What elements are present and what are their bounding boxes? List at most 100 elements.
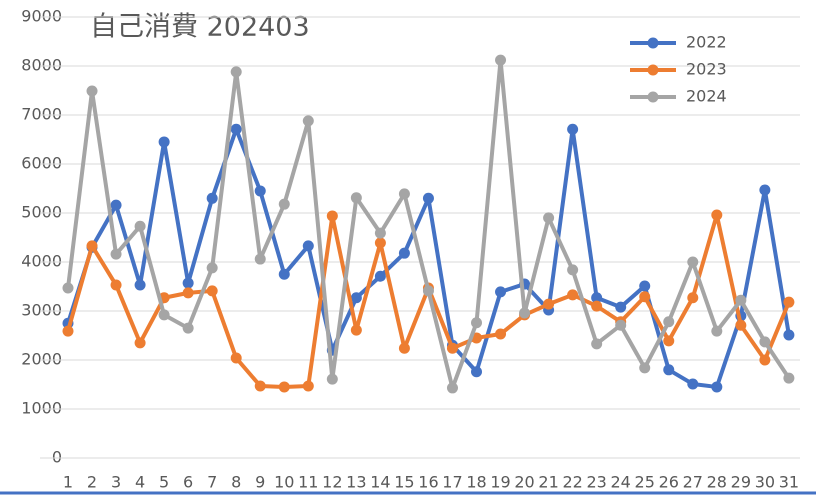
point xyxy=(374,270,386,282)
point xyxy=(134,279,146,291)
point xyxy=(230,123,242,135)
point xyxy=(615,301,627,313)
y-tick-label: 6000 xyxy=(21,154,62,173)
x-tick-label: 2 xyxy=(87,473,97,492)
x-tick-label: 5 xyxy=(159,473,169,492)
point xyxy=(759,336,771,348)
point xyxy=(783,372,795,384)
point xyxy=(543,298,555,310)
x-tick-label: 8 xyxy=(231,473,241,492)
x-tick-label: 12 xyxy=(322,473,342,492)
x-tick-label: 11 xyxy=(298,473,318,492)
x-tick-label: 10 xyxy=(274,473,294,492)
x-tick-label: 15 xyxy=(394,473,414,492)
point xyxy=(639,280,651,292)
point xyxy=(254,185,266,197)
point xyxy=(302,240,314,252)
point xyxy=(471,366,483,378)
point xyxy=(495,54,507,66)
point xyxy=(446,342,458,354)
point xyxy=(495,286,507,298)
point xyxy=(206,262,218,274)
point xyxy=(158,309,170,321)
x-tick-label: 1 xyxy=(63,473,73,492)
x-tick-label: 24 xyxy=(611,473,631,492)
x-tick-label: 21 xyxy=(538,473,558,492)
point xyxy=(134,337,146,349)
x-tick-label: 28 xyxy=(707,473,727,492)
x-tick-label: 16 xyxy=(418,473,438,492)
point xyxy=(422,192,434,204)
point xyxy=(591,300,603,312)
legend-label: 2023 xyxy=(686,60,727,79)
point xyxy=(350,324,362,336)
point xyxy=(374,227,386,239)
x-tick-label: 27 xyxy=(683,473,703,492)
y-tick-label: 4000 xyxy=(21,252,62,271)
x-tick-label: 4 xyxy=(135,473,145,492)
x-tick-label: 26 xyxy=(659,473,679,492)
point xyxy=(110,248,122,260)
point xyxy=(110,279,122,291)
point xyxy=(62,282,74,294)
point xyxy=(471,317,483,329)
y-tick-label: 8000 xyxy=(21,56,62,75)
legend-marker xyxy=(647,64,659,76)
point xyxy=(86,240,98,252)
point xyxy=(86,85,98,97)
point xyxy=(663,316,675,328)
point xyxy=(446,382,458,394)
point xyxy=(591,338,603,350)
point xyxy=(783,296,795,308)
point xyxy=(735,319,747,331)
point xyxy=(302,380,314,392)
y-tick-label: 1000 xyxy=(21,399,62,418)
point xyxy=(134,220,146,232)
point xyxy=(711,325,723,337)
point xyxy=(254,380,266,392)
point xyxy=(615,319,627,331)
point xyxy=(158,136,170,148)
point xyxy=(278,198,290,210)
point xyxy=(182,287,194,299)
point xyxy=(687,256,699,268)
point xyxy=(230,66,242,78)
x-tick-label: 25 xyxy=(635,473,655,492)
point xyxy=(398,247,410,259)
point xyxy=(711,209,723,221)
x-tick-label: 31 xyxy=(779,473,799,492)
legend-marker xyxy=(647,37,659,49)
point xyxy=(350,292,362,304)
point xyxy=(254,253,266,265)
point xyxy=(110,199,122,211)
point xyxy=(567,123,579,135)
y-tick-label: 0 xyxy=(52,448,62,467)
point xyxy=(206,285,218,297)
x-tick-label: 23 xyxy=(586,473,606,492)
point xyxy=(495,328,507,340)
legend-marker xyxy=(647,91,659,103)
chart-title: 自己消費 202403 xyxy=(90,12,310,43)
y-tick-label: 9000 xyxy=(21,7,62,26)
x-tick-label: 6 xyxy=(183,473,193,492)
x-tick-label: 30 xyxy=(755,473,775,492)
point xyxy=(759,184,771,196)
x-tick-label: 19 xyxy=(490,473,510,492)
point xyxy=(374,237,386,249)
point xyxy=(182,322,194,334)
point xyxy=(759,354,771,366)
y-tick-label: 3000 xyxy=(21,301,62,320)
point xyxy=(663,335,675,347)
point xyxy=(422,285,434,297)
legend-label: 2024 xyxy=(686,87,727,106)
point xyxy=(182,277,194,289)
x-tick-label: 3 xyxy=(111,473,121,492)
y-tick-label: 2000 xyxy=(21,350,62,369)
x-tick-label: 7 xyxy=(207,473,217,492)
point xyxy=(687,292,699,304)
point xyxy=(567,264,579,276)
point xyxy=(302,115,314,127)
point xyxy=(398,342,410,354)
point xyxy=(567,289,579,301)
point xyxy=(278,381,290,393)
